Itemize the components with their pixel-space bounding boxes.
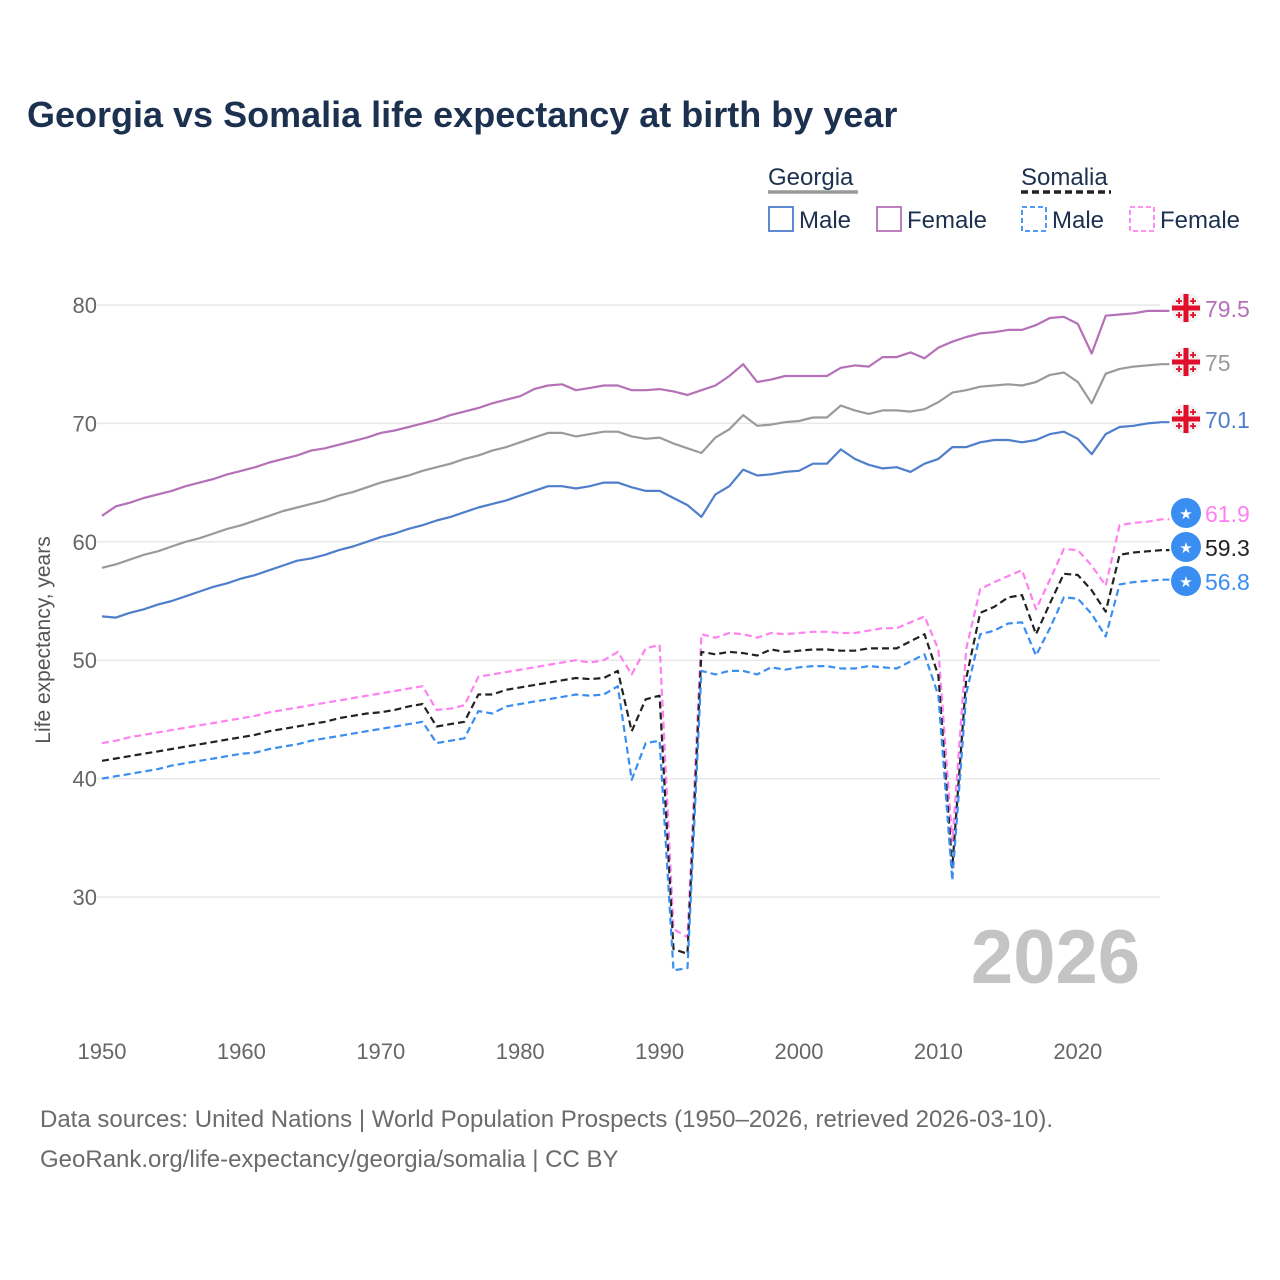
y-tick-label: 60 bbox=[73, 530, 97, 555]
footer-sources: Data sources: United Nations | World Pop… bbox=[40, 1106, 1054, 1133]
georgia-flag-icon bbox=[1171, 293, 1201, 323]
x-tick-label: 2000 bbox=[775, 1039, 824, 1064]
y-tick-label: 30 bbox=[73, 885, 97, 910]
y-tick-label: 50 bbox=[73, 648, 97, 673]
legend-item-label: Male bbox=[1052, 207, 1104, 234]
x-tick-label: 1950 bbox=[78, 1039, 127, 1064]
x-tick-label: 1960 bbox=[217, 1039, 266, 1064]
series-line-georgia-male bbox=[101, 421, 1170, 619]
legend: Georgia Male Female Somalia Male Female bbox=[768, 164, 1240, 234]
somalia-flag-icon: ★ bbox=[1171, 532, 1201, 562]
y-tick-label: 80 bbox=[73, 293, 97, 318]
end-value-label: 79.5 bbox=[1205, 296, 1250, 322]
end-value-label: 70.1 bbox=[1205, 407, 1250, 433]
series-line-somalia-female bbox=[101, 518, 1170, 939]
series-line-somalia-male bbox=[101, 578, 1170, 972]
legend-group-title: Somalia bbox=[1021, 164, 1108, 191]
y-tick-label: 40 bbox=[73, 767, 97, 792]
y-tick-label: 70 bbox=[73, 411, 97, 436]
legend-swatch bbox=[1129, 206, 1155, 232]
series-line-georgia-female bbox=[101, 309, 1170, 517]
legend-swatch bbox=[1021, 206, 1047, 232]
footer-link[interactable]: GeoRank.org/life-expectancy/georgia/soma… bbox=[40, 1146, 619, 1173]
legend-swatch bbox=[876, 206, 902, 232]
georgia-flag-icon bbox=[1171, 404, 1201, 434]
series-line-georgia-total bbox=[101, 363, 1170, 569]
svg-text:★: ★ bbox=[1179, 505, 1192, 523]
x-tick-label: 2020 bbox=[1053, 1039, 1102, 1064]
svg-text:★: ★ bbox=[1179, 539, 1192, 557]
year-watermark: 2026 bbox=[971, 915, 1140, 1000]
y-axis-label: Life expectancy, years bbox=[32, 536, 55, 743]
end-value-label: 59.3 bbox=[1205, 535, 1250, 561]
chart-title: Georgia vs Somalia life expectancy at bi… bbox=[27, 94, 898, 135]
legend-swatch bbox=[768, 206, 794, 232]
legend-item-label: Female bbox=[907, 207, 987, 234]
series-line-somalia-total bbox=[101, 548, 1170, 955]
legend-group-title: Georgia bbox=[768, 164, 854, 191]
x-tick-label: 2010 bbox=[914, 1039, 963, 1064]
x-tick-label: 1990 bbox=[635, 1039, 684, 1064]
legend-item-label: Female bbox=[1160, 207, 1240, 234]
x-tick-label: 1970 bbox=[356, 1039, 405, 1064]
x-tick-label: 1980 bbox=[496, 1039, 545, 1064]
end-value-label: 56.8 bbox=[1205, 569, 1250, 595]
svg-text:★: ★ bbox=[1179, 573, 1192, 591]
somalia-flag-icon: ★ bbox=[1171, 566, 1201, 596]
end-value-label: 75 bbox=[1205, 350, 1231, 376]
end-value-label: 61.9 bbox=[1205, 501, 1250, 527]
georgia-flag-icon bbox=[1171, 347, 1201, 377]
legend-item-label: Male bbox=[799, 207, 851, 234]
somalia-flag-icon: ★ bbox=[1171, 498, 1201, 528]
